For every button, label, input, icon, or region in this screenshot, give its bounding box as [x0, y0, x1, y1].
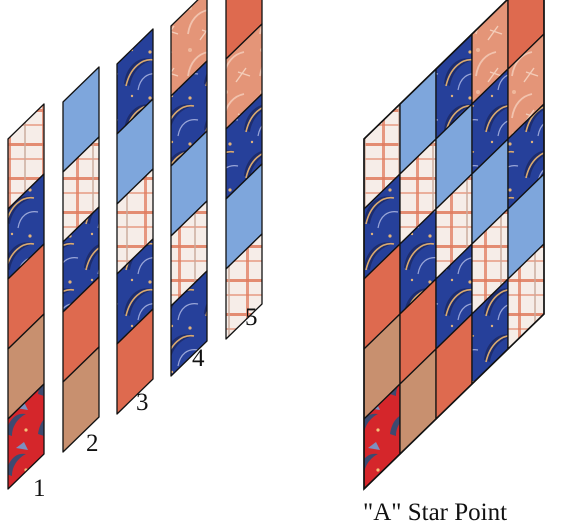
strip-label-5: 5	[245, 304, 258, 331]
separated-strips-group	[7, 0, 263, 490]
strip-label-1: 1	[33, 475, 46, 502]
assembled-strip-5	[507, 0, 545, 350]
strip-2	[62, 66, 100, 453]
assembled-strip-1	[363, 103, 401, 490]
strip-5	[225, 0, 263, 340]
strip-1	[7, 103, 45, 490]
strip-3	[116, 28, 154, 415]
strip-4-cell-5-navy-print	[170, 270, 208, 377]
assembled-strip-2	[399, 68, 437, 455]
assembled-strip-3	[435, 33, 473, 420]
strip-labels-group: 1 2 3 4 5	[33, 304, 258, 502]
assembled-strip-4	[471, 0, 509, 385]
strip-2-cell-5-tan	[62, 346, 100, 453]
strip-1-cell-5-red-print	[7, 383, 45, 490]
strip-5-cell-5-plaid	[225, 233, 263, 340]
star-point-outline	[363, 0, 545, 491]
assembled-star-point-group	[363, 0, 545, 491]
strip-4	[170, 0, 208, 377]
strip-label-4: 4	[192, 345, 205, 372]
strip-label-2: 2	[86, 430, 99, 457]
star-point-caption: "A" Star Point	[363, 499, 507, 526]
strip-3-cell-5-salmon	[116, 308, 154, 415]
strip-label-3: 3	[136, 389, 149, 416]
